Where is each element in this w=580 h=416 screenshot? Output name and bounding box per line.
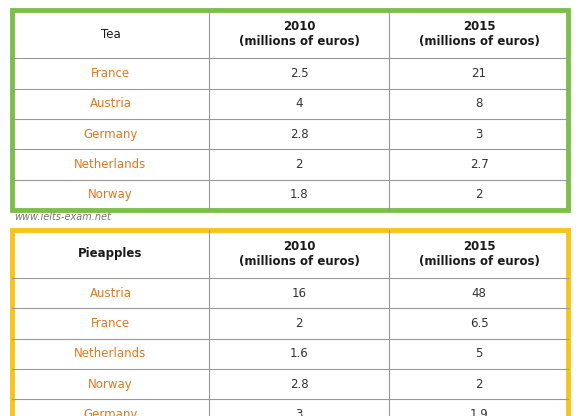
Text: 2.8: 2.8 <box>290 128 309 141</box>
Text: 2010
(millions of euros): 2010 (millions of euros) <box>239 20 360 48</box>
Text: 2.7: 2.7 <box>470 158 488 171</box>
Text: 48: 48 <box>472 287 487 300</box>
Text: Norway: Norway <box>88 188 133 201</box>
Text: Austria: Austria <box>89 97 132 110</box>
Text: France: France <box>91 317 130 330</box>
Text: 21: 21 <box>472 67 487 80</box>
Text: 2: 2 <box>475 188 483 201</box>
Text: 5: 5 <box>476 347 483 360</box>
Bar <box>12 10 568 210</box>
Text: Netherlands: Netherlands <box>74 347 147 360</box>
Text: Austria: Austria <box>89 287 132 300</box>
Text: 3: 3 <box>476 128 483 141</box>
Text: 4: 4 <box>295 97 303 110</box>
Text: 2.5: 2.5 <box>290 67 309 80</box>
Text: Tea: Tea <box>100 28 120 41</box>
Text: Pieapples: Pieapples <box>78 248 143 260</box>
Text: 2: 2 <box>475 378 483 391</box>
Text: Netherlands: Netherlands <box>74 158 147 171</box>
Text: Germany: Germany <box>84 128 137 141</box>
Text: 1.6: 1.6 <box>290 347 309 360</box>
Text: www.ielts-exam.net: www.ielts-exam.net <box>14 212 111 222</box>
Text: 16: 16 <box>292 287 307 300</box>
Bar <box>12 230 568 416</box>
Text: 2015
(millions of euros): 2015 (millions of euros) <box>419 20 539 48</box>
Text: 3: 3 <box>295 408 303 416</box>
Text: 1.9: 1.9 <box>470 408 488 416</box>
Text: 8: 8 <box>476 97 483 110</box>
Text: 2: 2 <box>295 158 303 171</box>
Text: 6.5: 6.5 <box>470 317 488 330</box>
Text: 2010
(millions of euros): 2010 (millions of euros) <box>239 240 360 268</box>
Text: France: France <box>91 67 130 80</box>
Text: 1.8: 1.8 <box>290 188 309 201</box>
Text: 2015
(millions of euros): 2015 (millions of euros) <box>419 240 539 268</box>
Text: Germany: Germany <box>84 408 137 416</box>
Text: Norway: Norway <box>88 378 133 391</box>
Text: 2.8: 2.8 <box>290 378 309 391</box>
Text: 2: 2 <box>295 317 303 330</box>
